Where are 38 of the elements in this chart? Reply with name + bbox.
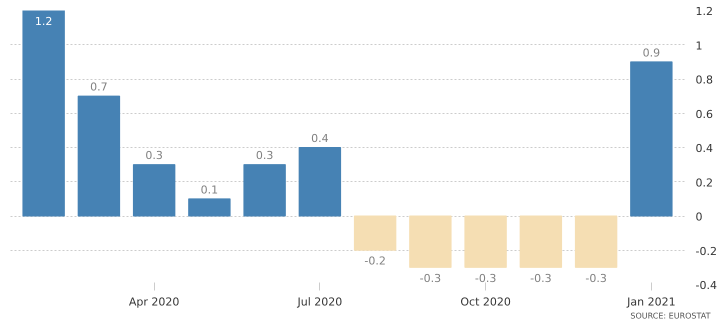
data-label: -0.3 (585, 272, 607, 285)
x-tick-label: Oct 2020 (460, 296, 511, 308)
y-tick-label: 0.2 (696, 176, 713, 190)
x-tick-label: Jul 2020 (296, 296, 342, 308)
data-label: -0.3 (474, 272, 496, 285)
y-tick-label: -0.4 (696, 279, 717, 292)
y-tick-label: 0.6 (696, 108, 713, 121)
bar (22, 10, 65, 216)
data-label: 0.9 (642, 46, 660, 60)
data-label: -0.3 (530, 272, 552, 285)
bar (520, 216, 562, 268)
y-tick-label: 0.8 (696, 74, 713, 86)
data-label: 0.4 (311, 132, 329, 146)
data-label: -0.3 (420, 272, 442, 285)
bar (574, 216, 618, 268)
y-tick-label: 0 (696, 210, 702, 224)
bar (630, 61, 673, 216)
bar (78, 96, 120, 216)
y-tick-label: 1 (696, 39, 702, 52)
bar (298, 147, 342, 216)
bar (354, 216, 396, 251)
data-label: 0.3 (145, 149, 163, 162)
data-label: 0.3 (256, 149, 274, 162)
y-tick-label: -0.2 (696, 244, 717, 258)
source-note: SOURCE: EUROSTAT (630, 312, 711, 320)
data-label: 0.1 (200, 183, 218, 196)
bar (464, 216, 507, 268)
y-tick-label: 0.4 (696, 142, 713, 155)
x-tick-label: Apr 2020 (128, 296, 180, 308)
data-label: 0.7 (90, 80, 108, 94)
data-label: -0.2 (364, 254, 386, 268)
bar (188, 198, 231, 216)
bar (409, 216, 452, 268)
data-label: 1.2 (34, 14, 52, 28)
y-tick-label: 1.2 (696, 5, 713, 18)
bar (132, 164, 176, 216)
bar (243, 164, 286, 216)
x-tick-label: Jan 2021 (626, 296, 676, 308)
